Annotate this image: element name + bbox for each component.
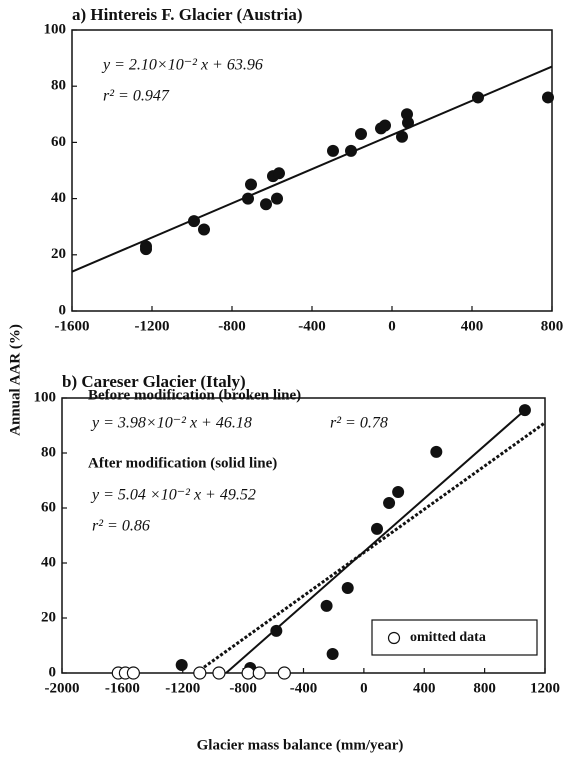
- legend-label: omitted data: [410, 630, 486, 645]
- data-point: [542, 91, 554, 104]
- x-tick-label: -1600: [105, 680, 140, 696]
- x-tick-label: 800: [473, 680, 496, 696]
- x-tick-label: -2000: [45, 680, 80, 696]
- data-point: [379, 119, 391, 132]
- omitted-point: [241, 666, 255, 680]
- y-tick-label: 0: [59, 302, 67, 318]
- x-tick-label: -1200: [135, 318, 170, 334]
- x-tick-label: 0: [360, 680, 368, 696]
- y-axis-label: Annual AAR (%): [7, 324, 23, 436]
- data-point: [396, 130, 408, 143]
- annotation: y = 3.98×10⁻² x + 46.18: [90, 415, 252, 432]
- x-tick-label: 1200: [530, 680, 560, 696]
- data-point: [326, 648, 339, 661]
- data-point: [341, 582, 354, 595]
- data-point: [140, 243, 152, 256]
- annotation: y = 5.04 ×10⁻² x + 49.52: [90, 487, 256, 504]
- x-tick-label: 0: [388, 318, 396, 334]
- omitted-point: [126, 666, 140, 680]
- data-point: [245, 178, 257, 191]
- data-point: [383, 497, 396, 510]
- x-tick-label: -400: [298, 318, 326, 334]
- data-point: [198, 223, 210, 236]
- y-tick-label: 80: [51, 78, 66, 94]
- data-point: [371, 522, 384, 535]
- y-tick-label: 20: [41, 609, 56, 625]
- data-point: [260, 198, 272, 211]
- annotation: r² = 0.947: [103, 88, 170, 105]
- x-tick-label: -1600: [55, 318, 90, 334]
- data-point: [392, 486, 405, 499]
- y-tick-label: 80: [41, 444, 56, 460]
- data-point: [327, 144, 339, 157]
- y-tick-label: 40: [41, 554, 56, 570]
- x-tick-label: -400: [290, 680, 318, 696]
- data-point: [402, 116, 414, 129]
- x-tick-label: 400: [461, 318, 484, 334]
- data-point: [320, 599, 333, 612]
- annotation: r² = 0.78: [330, 415, 388, 432]
- data-point: [345, 144, 357, 157]
- y-tick-label: 20: [51, 246, 66, 262]
- omitted-point: [212, 666, 226, 680]
- y-tick-label: 60: [51, 134, 66, 150]
- y-tick-label: 60: [41, 499, 56, 515]
- data-point: [273, 167, 285, 180]
- data-point: [271, 192, 283, 205]
- omitted-point: [193, 666, 207, 680]
- data-point: [430, 445, 443, 458]
- panel-title: a) Hintereis F. Glacier (Austria): [72, 5, 303, 24]
- data-point: [175, 659, 188, 672]
- data-point: [270, 624, 283, 637]
- omitted-point: [252, 666, 266, 680]
- y-tick-label: 40: [51, 190, 66, 206]
- x-tick-label: 400: [413, 680, 436, 696]
- annotation: y = 2.10×10⁻² x + 63.96: [101, 57, 263, 74]
- annotation: After modification (solid line): [88, 455, 277, 471]
- omitted-point: [277, 666, 291, 680]
- panel-title: b) Careser Glacier (Italy): [62, 372, 246, 391]
- data-point: [355, 127, 367, 140]
- annotation: Before modification (broken line): [88, 387, 301, 403]
- x-tick-label: -800: [218, 318, 246, 334]
- x-axis-label: Glacier mass balance (mm/year): [197, 737, 404, 753]
- annotation: r² = 0.86: [92, 518, 150, 535]
- x-tick-label: -1200: [165, 680, 200, 696]
- data-point: [242, 192, 254, 205]
- x-tick-label: 800: [541, 318, 564, 334]
- y-tick-label: 0: [49, 664, 57, 680]
- y-tick-label: 100: [44, 21, 67, 37]
- data-point: [472, 91, 484, 104]
- legend-marker: [387, 631, 401, 645]
- x-tick-label: -800: [229, 680, 257, 696]
- fit-line: [71, 65, 553, 273]
- fit-line-dashed: [195, 421, 546, 675]
- y-tick-label: 100: [34, 389, 57, 405]
- data-point: [518, 404, 531, 417]
- data-point: [188, 215, 200, 228]
